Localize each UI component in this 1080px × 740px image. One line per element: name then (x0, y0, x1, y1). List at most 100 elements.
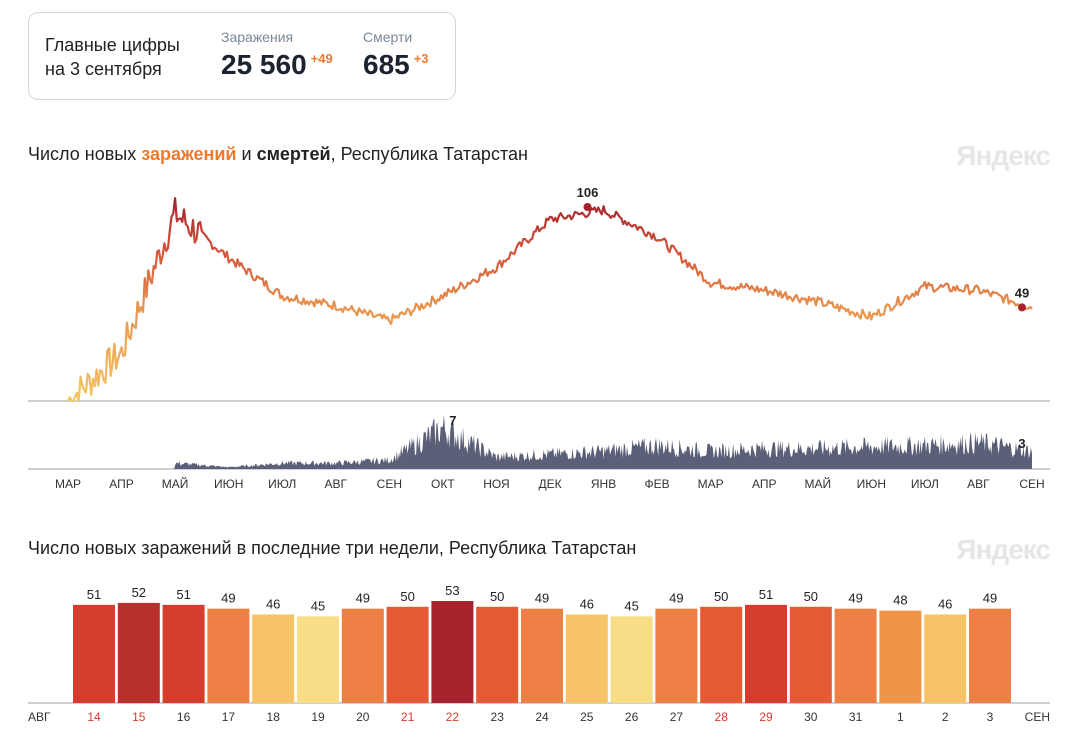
bar-category-label: 31 (849, 710, 863, 724)
cases-peak-label: 106 (577, 185, 599, 200)
chart1-title-deaths: смертей (256, 144, 331, 164)
bar-category-label: 20 (356, 710, 370, 724)
yandex-logo-2: Яндекс (956, 534, 1051, 565)
bar-category-label: 14 (87, 710, 101, 724)
cases-line-chart: 106 49 (28, 185, 1050, 403)
chart1-title: Число новых заражений и смертей, Республ… (28, 144, 528, 165)
bar-axis-end-label: СЕН (1025, 710, 1050, 724)
bar (969, 608, 1011, 703)
bar-value-label: 50 (804, 589, 818, 604)
summary-card: Главные цифры на 3 сентября Заражения 25… (28, 12, 456, 100)
bar-value-label: 50 (714, 589, 728, 604)
bar-category-label: 27 (670, 710, 684, 724)
month-tick-label: МАЙ (162, 476, 189, 491)
month-tick-label: ИЮН (857, 477, 886, 491)
bar-value-label: 45 (311, 598, 325, 613)
cases-line (67, 197, 1033, 403)
month-tick-label: АПР (752, 477, 777, 491)
month-tick-label: МАР (55, 477, 81, 491)
month-tick-label: НОЯ (483, 477, 509, 491)
bar-value-label: 48 (893, 593, 907, 608)
bar-chart: 5114521551164917461845194920502153225023… (28, 583, 1050, 724)
yandex-logo: Яндекс (956, 140, 1051, 171)
bar-category-label: 16 (177, 710, 191, 724)
chart1-title-infections: заражений (141, 144, 237, 164)
bar (117, 602, 160, 703)
chart1-title-suffix: , Республика Татарстан (330, 144, 528, 164)
bar-category-label: 29 (759, 710, 773, 724)
summary-label-line2: на 3 сентября (45, 59, 162, 79)
bar-category-label: 2 (942, 710, 949, 724)
bar-value-label: 50 (400, 589, 414, 604)
bar (789, 606, 832, 703)
bar-value-label: 50 (490, 589, 504, 604)
bar (297, 616, 339, 703)
bar-value-label: 49 (983, 591, 997, 606)
bar (655, 608, 698, 703)
deaths-area-chart: 7 3 МАР АПР МАЙ ИЮН ИЮЛ АВГ СЕН ОКТ НОЯ ДЕК ЯНВ ФЕВ МА… (28, 413, 1050, 491)
month-tick-label: ОКТ (431, 477, 455, 491)
bar (834, 608, 877, 703)
bar-value-label: 51 (759, 587, 773, 602)
bar (476, 606, 519, 703)
bar-value-label: 49 (848, 591, 862, 606)
deaths-number: 685 (363, 49, 410, 80)
bar-category-label: 22 (446, 710, 460, 724)
cases-number: 25 560 (221, 49, 307, 80)
cases-peak-dot (583, 203, 592, 211)
bar-value-label: 46 (938, 596, 952, 611)
month-tick-label: ФЕВ (645, 477, 670, 491)
bar-category-label: 26 (625, 710, 639, 724)
chart1-title-and: и (236, 144, 257, 164)
bar-value-label: 51 (176, 587, 190, 602)
deaths-peak-label: 7 (449, 413, 456, 428)
bar-value-label: 46 (266, 596, 280, 611)
bar-value-label: 49 (669, 591, 683, 606)
cases-last-label: 49 (1015, 285, 1029, 300)
deaths-metric: Смерти 685 +3 (363, 29, 429, 81)
bar (207, 608, 250, 703)
bar (745, 604, 787, 703)
bar (162, 604, 205, 703)
summary-label: Главные цифры на 3 сентября (45, 33, 180, 81)
month-tick-label: ИЮЛ (911, 477, 939, 491)
bar (879, 610, 922, 703)
month-tick-label: СЕН (377, 477, 402, 491)
month-tick-label: МАЙ (804, 476, 831, 491)
bar (610, 616, 653, 703)
bar-value-label: 46 (580, 596, 594, 611)
bar-category-label: 25 (580, 710, 594, 724)
bar-value-label: 52 (132, 585, 146, 600)
month-tick-label: ЯНВ (591, 477, 616, 491)
bar-category-label: 15 (132, 710, 146, 724)
bar-category-label: 24 (535, 710, 549, 724)
month-tick-label: АВГ (325, 477, 348, 491)
month-tick-label: СЕН (1019, 477, 1044, 491)
bar-category-label: 19 (311, 710, 325, 724)
chart2-title: Число новых заражений в последние три не… (28, 538, 637, 558)
bar-value-label: 45 (624, 598, 638, 613)
deaths-delta: +3 (413, 51, 429, 66)
bar (431, 601, 474, 703)
chart1-title-prefix: Число новых (28, 144, 142, 164)
bar-value-label: 49 (356, 591, 370, 606)
bar-category-label: 18 (267, 710, 281, 724)
month-tick-label: ДЕК (538, 477, 561, 491)
cases-metric: Заражения 25 560 +49 (221, 29, 333, 81)
month-tick-label: ИЮН (214, 477, 243, 491)
cases-label: Заражения (221, 29, 294, 45)
month-tick-label: МАР (698, 477, 724, 491)
bar-category-label: 21 (401, 710, 415, 724)
summary-label-line1: Главные цифры (45, 35, 180, 55)
cases-value: 25 560 +49 (221, 49, 333, 81)
bar (341, 608, 384, 703)
bar (565, 614, 608, 703)
bar-axis-start-label: АВГ (28, 710, 51, 724)
deaths-value: 685 +3 (363, 49, 429, 81)
bar-value-label: 49 (535, 591, 549, 606)
deaths-last-label: 3 (1018, 436, 1025, 451)
bar-category-label: 17 (222, 710, 236, 724)
bar (252, 614, 295, 703)
bar-value-label: 49 (221, 591, 235, 606)
cases-delta: +49 (310, 51, 333, 66)
